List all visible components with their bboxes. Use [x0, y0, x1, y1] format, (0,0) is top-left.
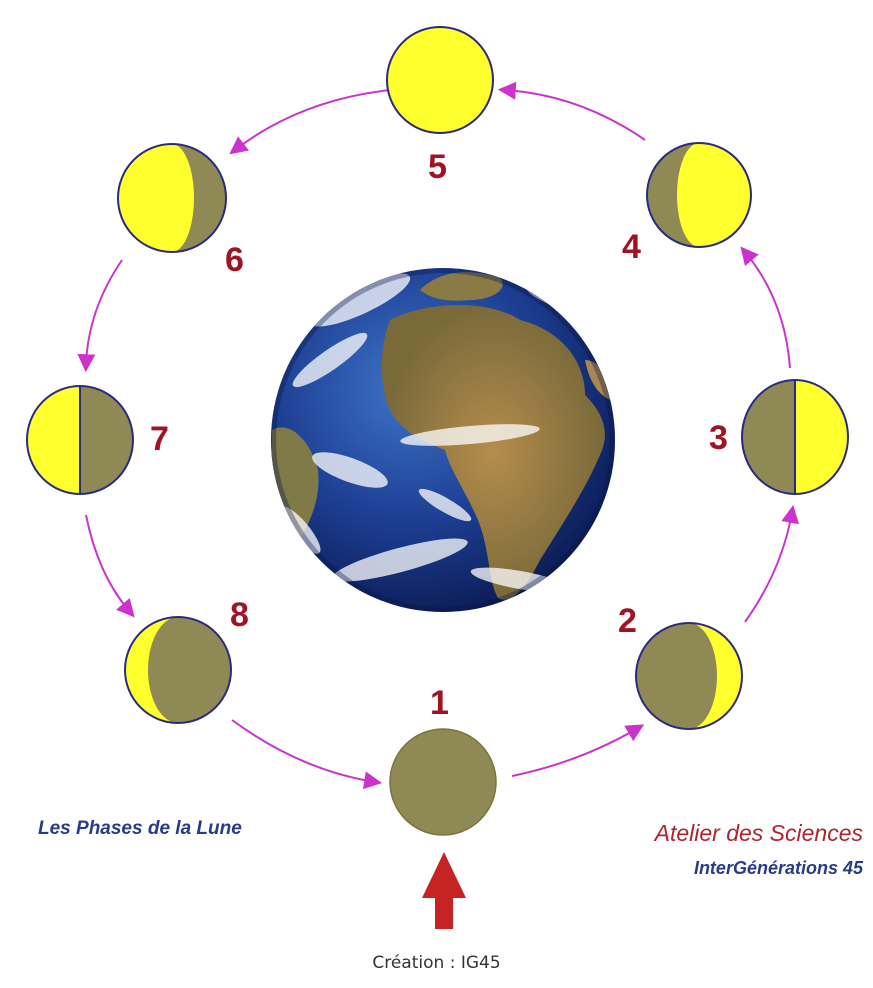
arrow-up-icon: [422, 852, 466, 929]
phase-number-1: 1: [430, 684, 449, 722]
arrow-8-to-1: [231, 719, 383, 790]
moon-phase-8: [124, 616, 232, 724]
arrow-7-to-8: [85, 514, 135, 618]
atelier-label: Atelier des Sciences: [654, 820, 863, 846]
phase-number-7: 7: [150, 420, 169, 458]
credit-line: Création : IG45: [372, 953, 501, 973]
orbit-arrows: [77, 81, 800, 790]
moon-phase-3: [741, 379, 849, 495]
arrow-1-to-2: [511, 724, 645, 777]
phase-number-8: 8: [230, 596, 249, 634]
moon-phase-7: [26, 385, 134, 495]
earth-globe-icon: [271, 268, 615, 612]
moon-phase-2: [635, 622, 743, 730]
arrow-2-to-3: [744, 504, 800, 623]
arrow-3-to-4: [740, 246, 791, 369]
phase-number-3: 3: [709, 419, 728, 457]
moon-phase-1: [389, 728, 497, 836]
arrow-4-to-5: [497, 81, 646, 141]
moon-phase-5: [386, 26, 494, 134]
diagram-title: Les Phases de la Lune: [38, 818, 242, 839]
phase-number-4: 4: [622, 228, 641, 266]
phase-number-2: 2: [618, 602, 637, 640]
moon-phase-4: [646, 142, 752, 248]
arrow-5-to-6: [229, 89, 391, 155]
phase-number-5: 5: [428, 148, 447, 186]
moon-phase-6: [117, 143, 227, 253]
group-label: InterGénérations 45: [693, 858, 863, 878]
phase-number-6: 6: [225, 241, 244, 279]
arrow-6-to-7: [77, 259, 123, 373]
